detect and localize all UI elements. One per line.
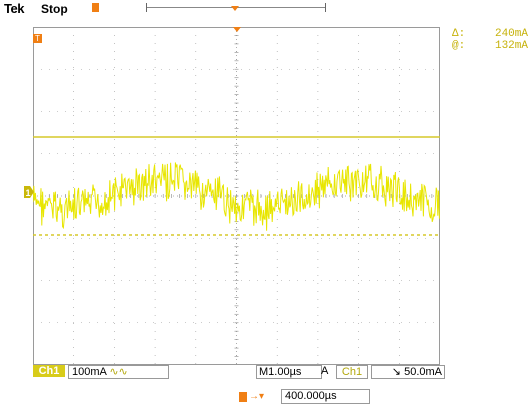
- trigger-marker-icon: T: [33, 34, 42, 43]
- timebase-value: 1.00µs: [268, 366, 302, 378]
- horizontal-delay-readout[interactable]: 400.000µs: [281, 389, 370, 404]
- trigger-time-marker-icon: [233, 27, 241, 32]
- channel-1-marker-icon[interactable]: 1: [24, 186, 34, 198]
- timebase-prefix: M: [259, 366, 269, 378]
- trigger-marker-label: T: [35, 34, 40, 43]
- channel-scale-readout[interactable]: 100mA ∿∿: [68, 365, 169, 379]
- trigger-source-badge[interactable]: Ch1: [336, 365, 368, 379]
- trigger-level-value: 50.0mA: [404, 366, 442, 378]
- trigger-mode-label: A: [321, 365, 329, 377]
- cursor-at-value: 132mA: [494, 40, 528, 52]
- acquisition-status: Stop: [41, 2, 68, 16]
- bandwidth-coupling-icon: ∿∿: [109, 366, 128, 378]
- graticule: [33, 27, 440, 365]
- record-position-icon: [231, 6, 239, 11]
- cursor-delta-value: 240mA: [494, 28, 528, 40]
- timebase-readout[interactable]: M1.00µs: [256, 365, 322, 379]
- trigger-slope-icon: ↘: [391, 366, 402, 378]
- scope-screen[interactable]: T: [33, 27, 440, 365]
- channel-1-badge[interactable]: Ch1: [33, 365, 65, 377]
- channel-1-trace: [33, 162, 440, 231]
- channel-scale-value: 100mA: [72, 366, 107, 378]
- trigger-position-icon: [92, 3, 99, 12]
- cursor-delta-label: Δ:: [452, 28, 466, 40]
- cursor-at-label: @:: [452, 40, 466, 52]
- channel-marker-label: 1: [25, 188, 30, 198]
- delay-trigger-icon: [239, 392, 247, 402]
- delay-arrow-icon: →▾: [249, 391, 265, 402]
- brand-logo: Tek: [4, 1, 24, 16]
- trigger-level-readout[interactable]: ↘ 50.0mA: [371, 365, 445, 379]
